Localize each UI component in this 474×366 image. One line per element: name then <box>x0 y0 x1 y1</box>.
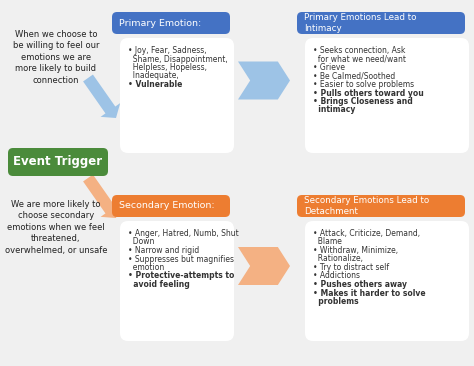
Text: Blame: Blame <box>313 238 342 246</box>
Text: problems: problems <box>313 297 359 306</box>
Text: Shame, Disappointment,: Shame, Disappointment, <box>128 55 228 63</box>
Text: Helpless, Hopeless,: Helpless, Hopeless, <box>128 63 207 72</box>
FancyArrow shape <box>83 175 120 218</box>
Text: emotion: emotion <box>128 263 164 272</box>
Text: Secondary Emotion:: Secondary Emotion: <box>119 202 215 210</box>
FancyBboxPatch shape <box>305 221 469 341</box>
FancyBboxPatch shape <box>120 221 234 341</box>
Text: • Narrow and rigid: • Narrow and rigid <box>128 246 199 255</box>
Text: • Brings Closeness and: • Brings Closeness and <box>313 97 413 106</box>
Text: • Try to distract self: • Try to distract self <box>313 263 389 272</box>
Text: When we choose to
be willing to feel our
emotions we are
more likely to build
co: When we choose to be willing to feel our… <box>13 30 99 85</box>
Text: • Joy, Fear, Sadness,: • Joy, Fear, Sadness, <box>128 46 207 55</box>
FancyBboxPatch shape <box>297 195 465 217</box>
Text: • Suppresses but magnifies: • Suppresses but magnifies <box>128 254 234 264</box>
Text: • Easier to solve problems: • Easier to solve problems <box>313 80 414 89</box>
Text: • Seeks connection, Ask: • Seeks connection, Ask <box>313 46 405 55</box>
Text: Inadequate,: Inadequate, <box>128 71 179 81</box>
Text: • Makes it harder to solve: • Makes it harder to solve <box>313 288 426 298</box>
Text: Rationalize,: Rationalize, <box>313 254 363 264</box>
FancyBboxPatch shape <box>297 12 465 34</box>
Polygon shape <box>238 247 290 285</box>
Text: • Attack, Criticize, Demand,: • Attack, Criticize, Demand, <box>313 229 420 238</box>
Text: Primary Emotions Lead to
Intimacy: Primary Emotions Lead to Intimacy <box>304 13 417 33</box>
Text: • Protective-attempts to: • Protective-attempts to <box>128 272 234 280</box>
Text: • Withdraw, Minimize,: • Withdraw, Minimize, <box>313 246 398 255</box>
Text: • Grieve: • Grieve <box>313 63 345 72</box>
Text: Primary Emotion:: Primary Emotion: <box>119 19 201 27</box>
Text: • Vulnerable: • Vulnerable <box>128 80 182 89</box>
Text: • Be Calmed/Soothed: • Be Calmed/Soothed <box>313 71 395 81</box>
Text: for what we need/want: for what we need/want <box>313 55 406 63</box>
FancyBboxPatch shape <box>112 195 230 217</box>
Text: We are more likely to
choose secondary
emotions when we feel
threatened,
overwhe: We are more likely to choose secondary e… <box>5 200 107 255</box>
Text: • Pulls others toward you: • Pulls others toward you <box>313 89 424 97</box>
FancyBboxPatch shape <box>120 38 234 153</box>
Polygon shape <box>238 61 290 100</box>
Text: intimacy: intimacy <box>313 105 356 115</box>
Text: • Addictions: • Addictions <box>313 272 360 280</box>
FancyBboxPatch shape <box>305 38 469 153</box>
FancyBboxPatch shape <box>112 12 230 34</box>
Text: Secondary Emotions Lead to
Detachment: Secondary Emotions Lead to Detachment <box>304 196 429 216</box>
Text: Down: Down <box>128 238 155 246</box>
FancyArrow shape <box>83 75 120 118</box>
Text: • Anger, Hatred, Numb, Shut: • Anger, Hatred, Numb, Shut <box>128 229 239 238</box>
Text: avoid feeling: avoid feeling <box>128 280 190 289</box>
Text: • Pushes others away: • Pushes others away <box>313 280 407 289</box>
FancyBboxPatch shape <box>8 148 108 176</box>
Text: Event Trigger: Event Trigger <box>13 156 102 168</box>
